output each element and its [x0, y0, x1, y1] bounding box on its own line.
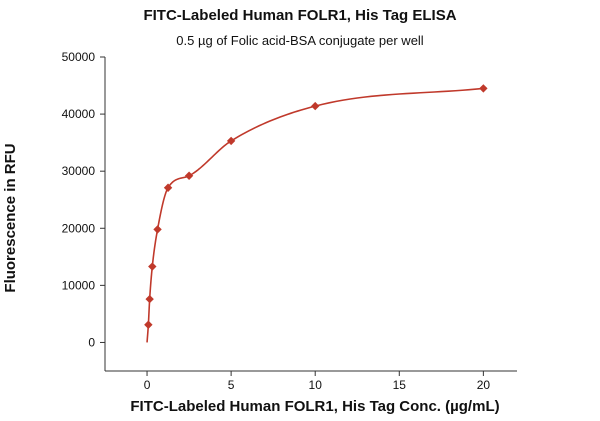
- ticks: 0 10000 20000 30000 40000 50000 0 5 10 15 20: [62, 50, 491, 392]
- y-tick-label: 40000: [62, 107, 96, 121]
- data-point: [145, 294, 154, 304]
- y-tick-label: 0: [88, 335, 95, 349]
- y-tick-label: 20000: [62, 221, 96, 235]
- data-point: [148, 262, 157, 271]
- x-axis-label: FITC-Labeled Human FOLR1, His Tag Conc. …: [130, 398, 499, 415]
- x-tick-label: 10: [309, 378, 323, 392]
- data-point: [479, 84, 488, 93]
- data-point: [144, 320, 153, 329]
- fit-curve-group: [146, 87, 484, 343]
- y-tick-label: 50000: [62, 50, 96, 64]
- data-point: [226, 136, 236, 146]
- y-axis-label: Fluorescence in RFU: [2, 143, 19, 292]
- fit-curve: [146, 87, 484, 343]
- axes: [104, 57, 517, 372]
- x-tick-label: 0: [144, 378, 151, 392]
- data-point: [163, 183, 173, 192]
- x-tick-label: 15: [393, 378, 407, 392]
- y-tick-label: 10000: [62, 278, 96, 292]
- data-points: [144, 84, 488, 329]
- chart-title: FITC-Labeled Human FOLR1, His Tag ELISA: [143, 7, 456, 24]
- x-tick-label: 5: [228, 378, 235, 392]
- x-tick-label: 20: [477, 378, 491, 392]
- data-point: [184, 171, 194, 180]
- data-point: [153, 225, 162, 234]
- data-point: [311, 101, 320, 111]
- chart-subtitle: 0.5 µg of Folic acid-BSA conjugate per w…: [176, 33, 424, 48]
- y-tick-label: 30000: [62, 164, 96, 178]
